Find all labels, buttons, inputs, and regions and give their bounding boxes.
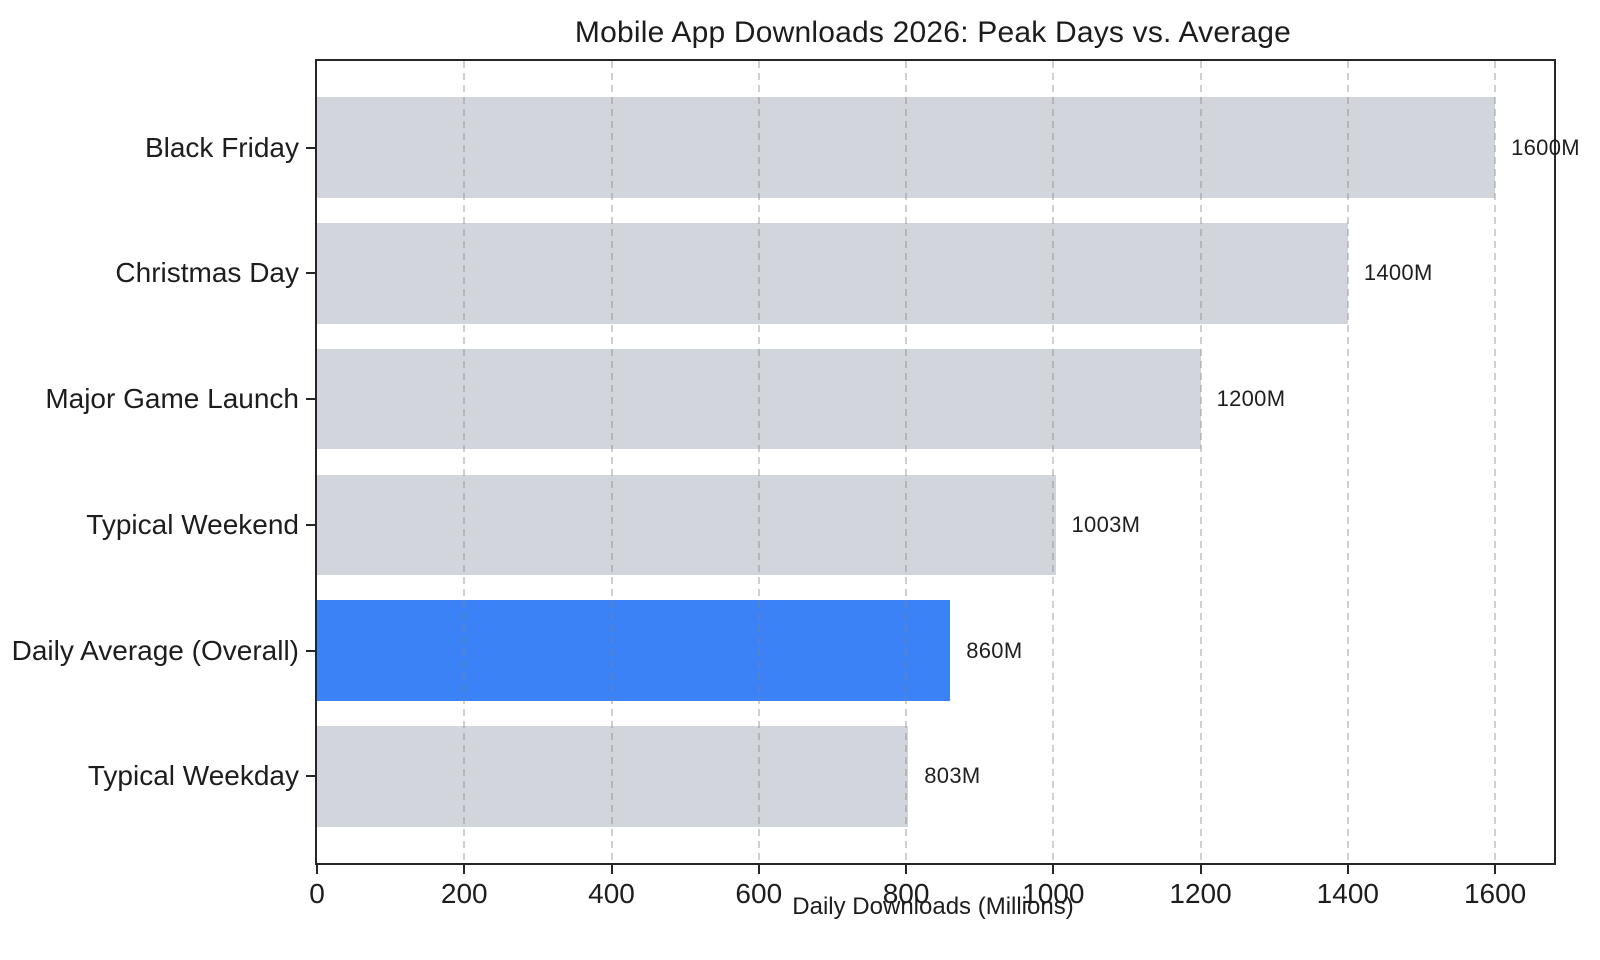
x-tick-label: 1000	[1022, 878, 1085, 909]
x-tick-label: 600	[735, 878, 783, 909]
y-tick-mark	[306, 775, 315, 778]
x-axis-label: Daily Downloads (Millions)	[792, 893, 1074, 920]
gridline	[905, 61, 908, 863]
y-category-label: Major Game Launch	[45, 383, 299, 415]
y-tick-mark	[306, 649, 315, 652]
x-tick-mark	[757, 865, 760, 874]
x-tick-label: 1200	[1169, 878, 1232, 909]
gridline	[757, 61, 760, 863]
gridline	[463, 61, 466, 863]
bar	[317, 725, 909, 827]
bar	[317, 474, 1056, 576]
x-tick-mark	[905, 865, 908, 874]
bar-value-label: 1600M	[1511, 134, 1580, 160]
y-category-label: Typical Weekday	[87, 760, 299, 792]
x-tick-label: 200	[440, 878, 488, 909]
x-tick-mark	[610, 865, 613, 874]
x-tick-mark	[316, 865, 318, 874]
plot-area: 0 200 400 600 800 1000 1200 1400 1600 1600M Black …	[12, 59, 1580, 909]
x-tick-mark	[1199, 865, 1202, 874]
gridline	[610, 61, 613, 863]
gridline	[1199, 61, 1202, 863]
x-tick-label: 400	[588, 878, 635, 909]
gridline	[1052, 61, 1055, 863]
x-tick-label: 1600	[1463, 878, 1527, 909]
bar	[317, 97, 1496, 199]
bar	[317, 348, 1201, 450]
y-category-label: Christmas Day	[115, 257, 299, 289]
bar	[317, 223, 1348, 324]
bar-value-label: 1400M	[1363, 260, 1433, 286]
x-tick-mark	[1346, 865, 1349, 874]
x-tick-label: 0	[309, 878, 325, 909]
x-tick-mark	[1052, 865, 1055, 874]
bar-highlight	[317, 600, 951, 701]
x-tick-label: 1400	[1316, 878, 1379, 909]
y-category-label: Daily Average (Overall)	[11, 634, 299, 666]
bar-value-label: 1200M	[1216, 386, 1286, 412]
x-tick-mark	[1494, 865, 1497, 874]
chart-title: Mobile App Downloads 2026: Peak Days vs.…	[574, 16, 1292, 49]
y-category-label: Black Friday	[144, 131, 299, 163]
bar-value-label: 1003M	[1071, 511, 1141, 537]
bar-value-label: 860M	[966, 637, 1023, 663]
gridline	[1494, 61, 1497, 863]
y-tick-mark	[306, 398, 315, 401]
bar-value-label: 803M	[924, 763, 981, 789]
y-tick-mark	[306, 523, 315, 526]
x-tick-mark	[463, 865, 466, 874]
gridline	[1346, 61, 1349, 863]
y-tick-mark	[306, 146, 315, 149]
x-tick-label: 800	[882, 878, 930, 909]
y-tick-mark	[306, 272, 315, 275]
y-category-label: Typical Weekend	[86, 508, 299, 540]
